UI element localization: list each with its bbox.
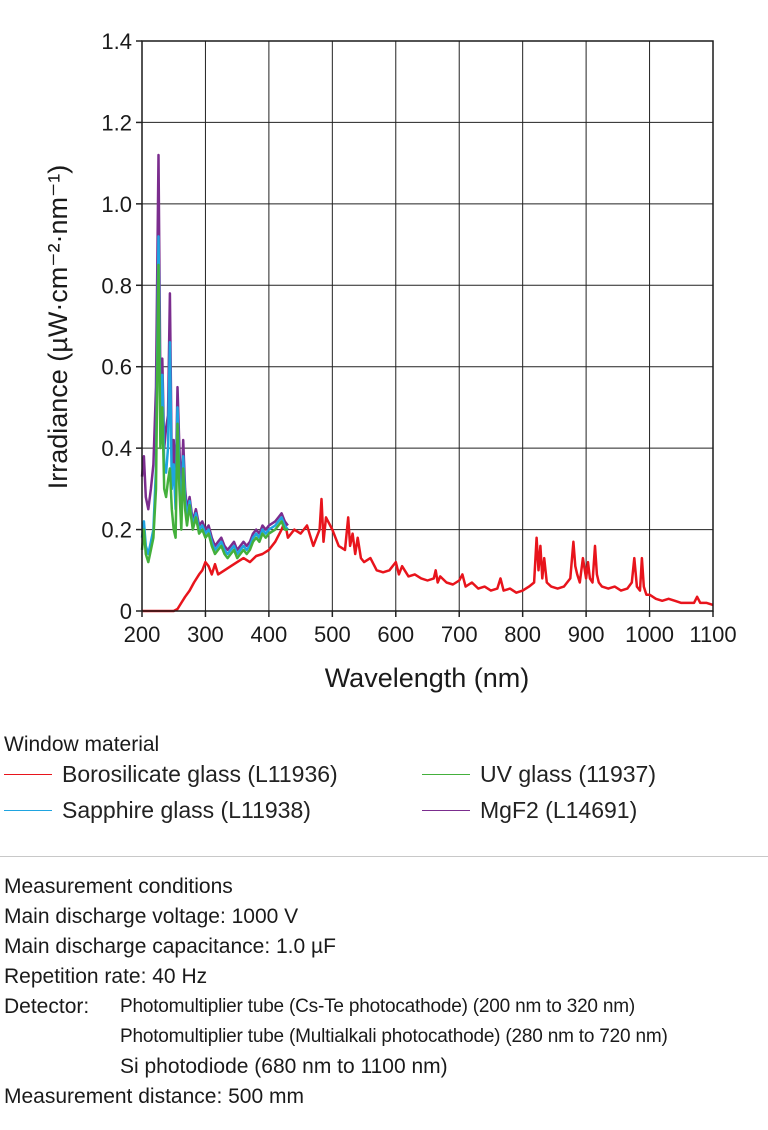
condition-distance: Measurement distance: 500 mm <box>4 1085 304 1108</box>
plot-frame <box>141 40 714 612</box>
x-tick-label: 900 <box>568 622 605 647</box>
detector-line: Photomultiplier tube (Multialkali photoc… <box>120 1026 668 1047</box>
legend-label: Borosilicate glass (L11936) <box>62 761 338 787</box>
x-tick-label: 1000 <box>625 622 674 647</box>
legend-item-borosilicate: Borosilicate glass (L11936) <box>4 761 422 788</box>
y-tick-label: 0.8 <box>101 273 132 298</box>
condition-voltage: Main discharge voltage: 1000 V <box>4 905 299 928</box>
divider <box>0 856 768 857</box>
x-tick-label: 1100 <box>689 622 736 647</box>
series-line-mgf2 <box>140 153 289 552</box>
legend-label: MgF2 (L14691) <box>480 797 638 823</box>
legend-label: UV glass (11937) <box>480 761 656 787</box>
y-tick-label: 0 <box>120 599 132 624</box>
x-tick-label: 200 <box>124 622 161 647</box>
legend-label: Sapphire glass (L11938) <box>62 797 311 823</box>
y-tick-label: 1.0 <box>101 192 132 217</box>
detector-line: Si photodiode (680 nm to 1100 nm) <box>120 1055 448 1078</box>
x-tick-label: 500 <box>314 622 351 647</box>
irradiance-chart: 0 0.2 0.4 0.6 0.8 1.0 1.2 1.4 200 300 400 500 600 70… <box>43 29 737 693</box>
condition-repetition: Repetition rate: 40 Hz <box>4 965 208 988</box>
legend-swatch-uv-glass <box>422 774 470 775</box>
detector-line: Photomultiplier tube (Cs-Te photocathode… <box>120 996 635 1017</box>
legend-item-mgf2: MgF2 (L14691) <box>422 797 762 824</box>
series-line-uv-glass <box>140 263 288 564</box>
legend-swatch-borosilicate <box>4 774 52 775</box>
legend-swatch-sapphire <box>4 810 52 811</box>
y-axis-ticks: 0 0.2 0.4 0.6 0.8 1.0 1.2 1.4 <box>101 29 142 624</box>
condition-detector: Detector: Photomultiplier tube (Cs-Te ph… <box>4 992 764 1082</box>
measurement-conditions: Measurement conditions Main discharge vo… <box>4 872 764 1112</box>
y-tick-label: 0.4 <box>101 436 132 461</box>
x-tick-label: 800 <box>504 622 541 647</box>
y-tick-label: 1.4 <box>101 29 132 54</box>
condition-capacitance: Main discharge capacitance: 1.0 µF <box>4 935 336 958</box>
series-line-sapphire <box>140 235 289 556</box>
x-tick-label: 700 <box>441 622 478 647</box>
y-axis-label: Irradiance (µW·cm⁻²·nm⁻¹) <box>43 165 73 490</box>
legend-item-sapphire: Sapphire glass (L11938) <box>4 797 422 824</box>
x-axis-label: Wavelength (nm) <box>325 663 530 693</box>
chart-series <box>140 153 714 613</box>
legend-item-uv-glass: UV glass (11937) <box>422 761 762 788</box>
x-tick-label: 400 <box>251 622 288 647</box>
detector-label: Detector: <box>4 995 90 1018</box>
y-tick-label: 1.2 <box>101 110 132 135</box>
legend: Window material Borosilicate glass (L119… <box>4 733 764 824</box>
series-line-borosilicate <box>142 497 714 613</box>
y-tick-label: 0.2 <box>101 518 132 543</box>
x-tick-label: 300 <box>187 622 224 647</box>
x-axis-ticks: 200 300 400 500 600 700 800 900 1000 1100 <box>124 611 737 647</box>
legend-swatch-mgf2 <box>422 810 470 811</box>
x-tick-label: 600 <box>377 622 414 647</box>
y-tick-label: 0.6 <box>101 355 132 380</box>
conditions-title: Measurement conditions <box>4 875 233 898</box>
legend-title: Window material <box>4 733 160 756</box>
chart-grid <box>141 40 714 612</box>
